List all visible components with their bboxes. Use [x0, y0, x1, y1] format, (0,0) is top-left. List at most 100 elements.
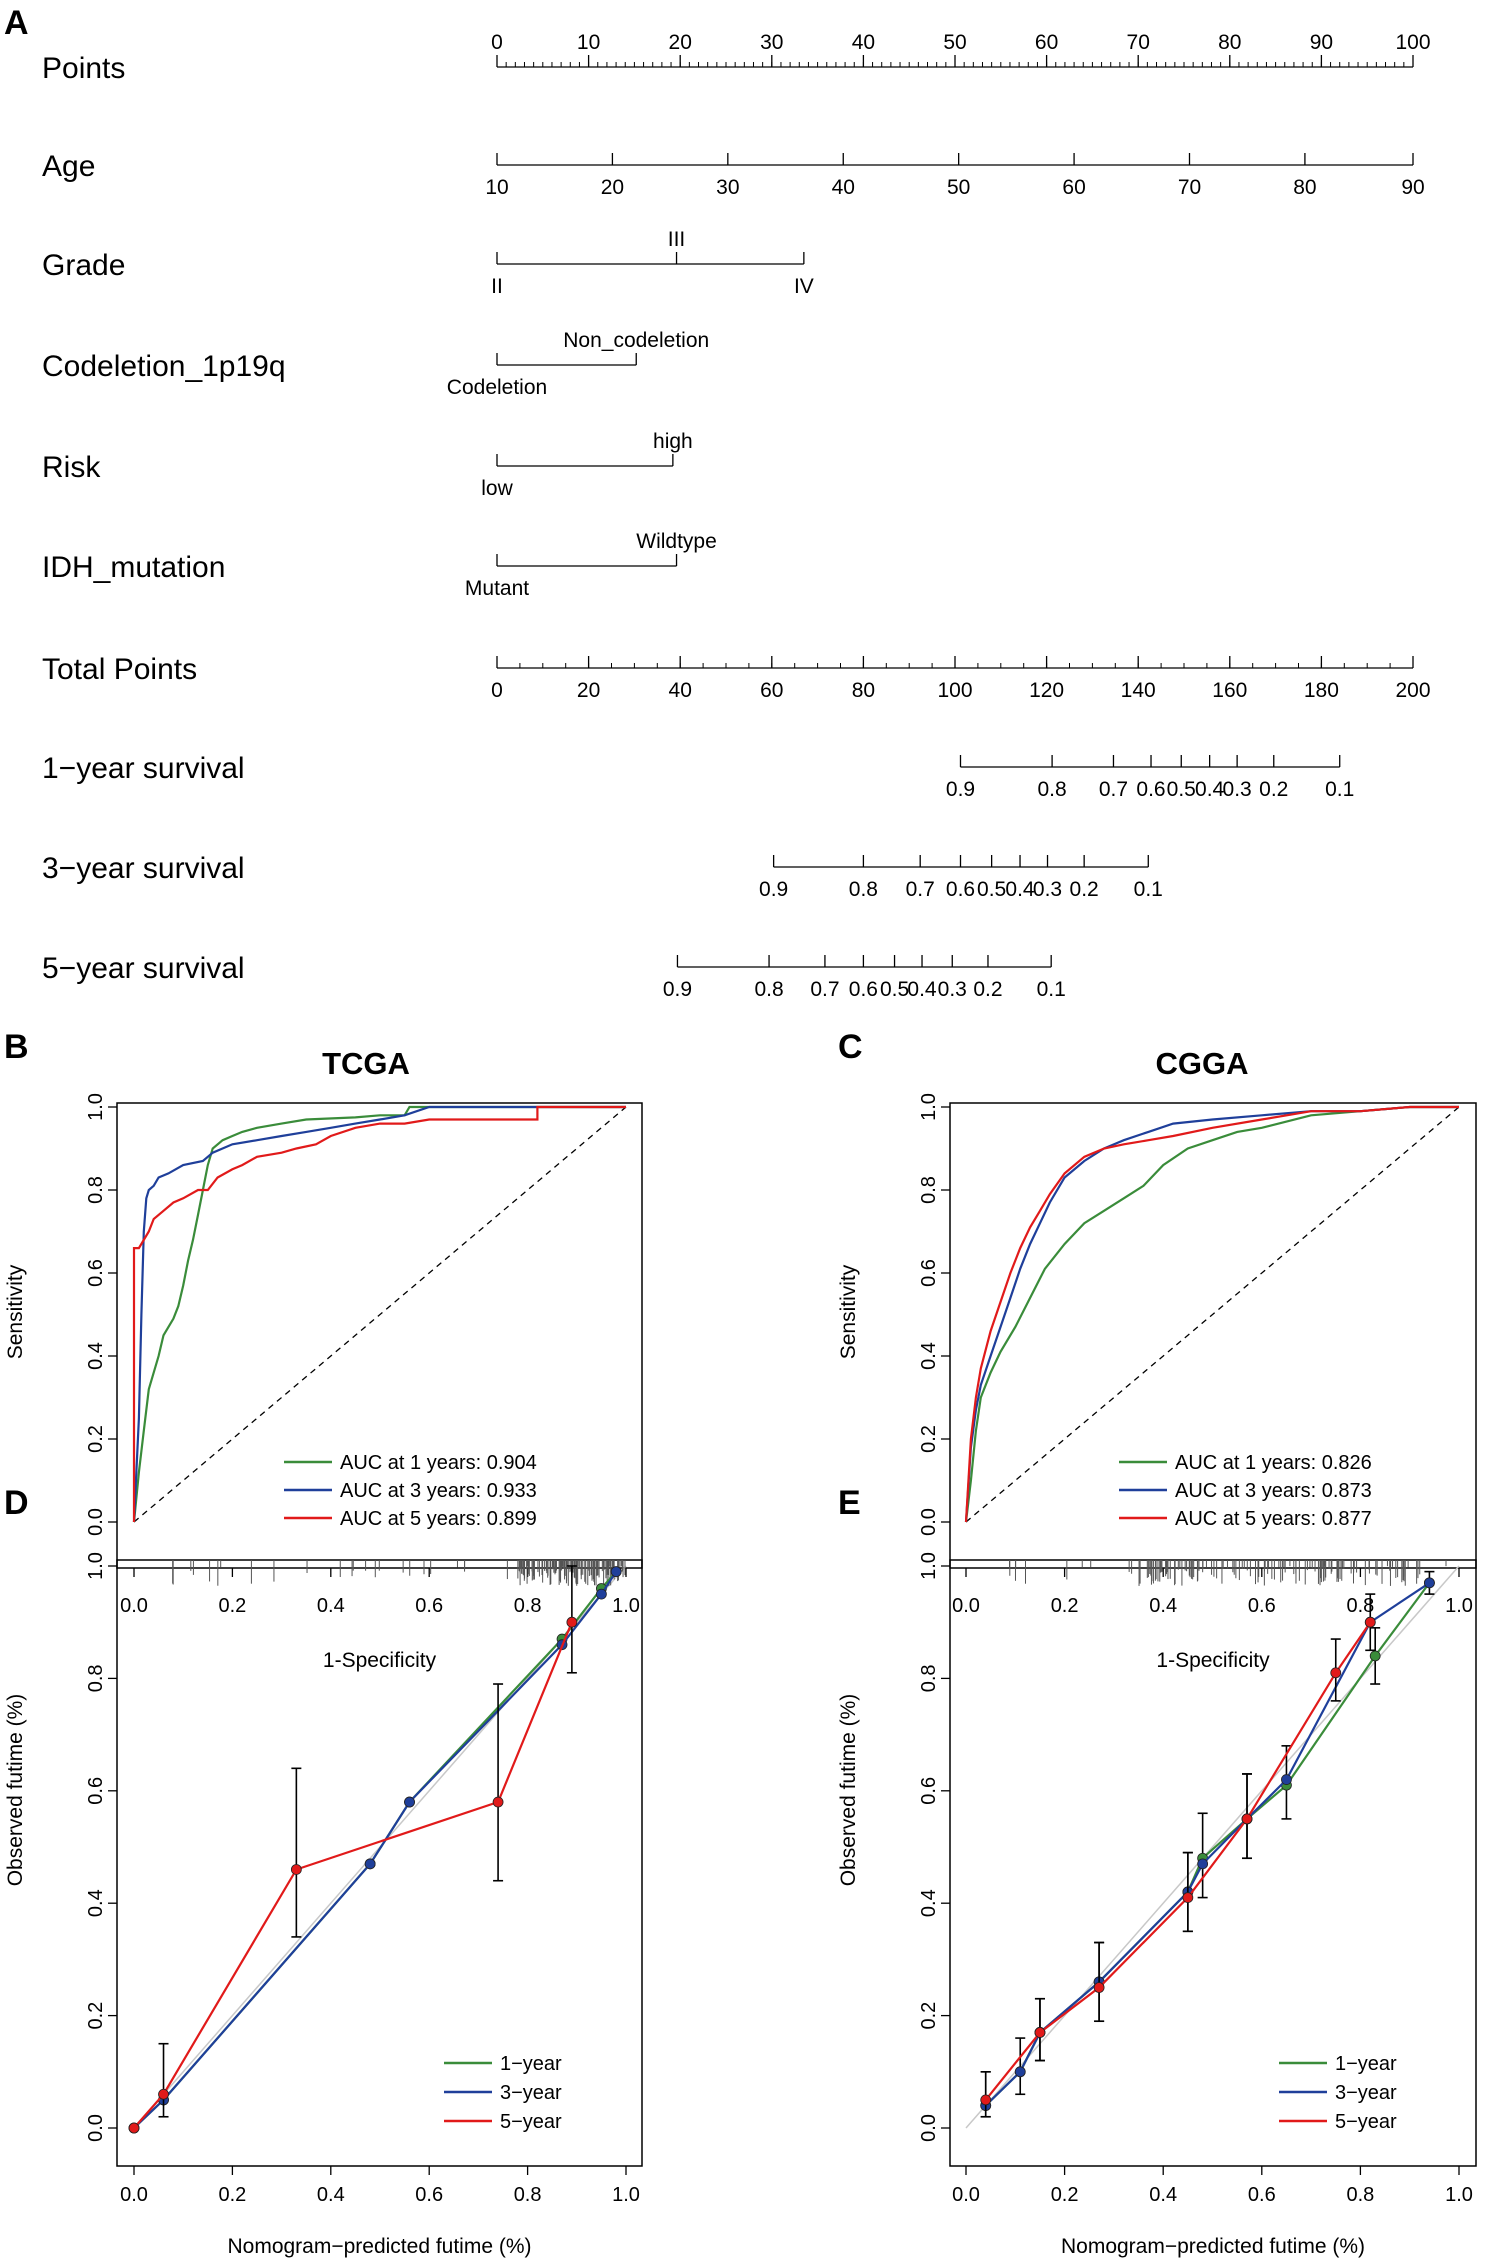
data-point-e-3 — [1034, 2027, 1046, 2038]
y-tick-label-d: 0.4 — [85, 1889, 107, 1917]
legend-label-c-1: AUC at 1 years: 0.826 — [1175, 1452, 1372, 1474]
nomogram-tick-label-surv1: 0.2 — [1259, 778, 1288, 801]
nomogram-tick-label-points: 80 — [1218, 31, 1241, 54]
nomogram-tick-label-surv1: 0.8 — [1037, 778, 1066, 801]
data-point-e-1 — [1369, 1650, 1381, 1662]
legend-label-e-2: 3−year — [1335, 2082, 1397, 2104]
nomogram-tick-label-points: 20 — [669, 31, 692, 54]
nomogram-tick-label-total: 120 — [1029, 679, 1064, 702]
x-tick-label-c: 0.2 — [1051, 1595, 1079, 1617]
plot-frame-e — [949, 1559, 1477, 2167]
x-tick-label-d: 0.0 — [120, 2184, 148, 2206]
legend-label-e-1: 1−year — [1335, 2053, 1397, 2075]
nomogram-tick-label-surv3: 0.7 — [906, 878, 935, 901]
data-point-e-3 — [1330, 1667, 1342, 1679]
series-line-b-1 — [132, 1105, 626, 1523]
x-tick-label-e: 1.0 — [1445, 2184, 1473, 2206]
x-tick-label-c: 0.8 — [1346, 1595, 1374, 1617]
chart-title-c: CGGA — [1156, 1046, 1249, 1081]
x-tick-label-d: 0.4 — [317, 2184, 345, 2206]
nomogram-tick-label-surv3: 0.8 — [849, 878, 878, 901]
data-point-e-3 — [1241, 1813, 1253, 1825]
nomogram-tick-label-age: 60 — [1062, 176, 1085, 199]
nomogram-tick-label-idh: Mutant — [465, 577, 529, 600]
y-tick-label-e: 0.8 — [918, 1664, 940, 1692]
legend-label-c-3: AUC at 5 years: 0.877 — [1175, 1508, 1372, 1530]
nomogram-tick-label-age: 30 — [716, 176, 739, 199]
x-tick-label-b: 0.6 — [415, 1595, 443, 1617]
y-tick-label-b: 0.8 — [85, 1176, 107, 1204]
nomogram-tick-label-age: 40 — [832, 176, 855, 199]
nomogram-tick-label-surv5: 0.4 — [907, 978, 937, 1001]
legend-label-b-3: AUC at 5 years: 0.899 — [340, 1508, 537, 1530]
legend-label-e-3: 5−year — [1335, 2111, 1397, 2133]
nomogram-tick-label-points: 50 — [943, 31, 966, 54]
nomogram-tick-label-surv5: 0.7 — [810, 978, 839, 1001]
nomogram-tick-label-total: 0 — [491, 679, 503, 702]
roc-chart-tcga: TCGA 0.0 0.2 0.4 0.6 0.8 1.0 0.0 0.2 0.4 0.6 0.8 1.0… — [4, 1046, 643, 1672]
data-point-e-3 — [1364, 1616, 1376, 1628]
nomogram-tick-label-risk: low — [481, 477, 513, 500]
nomogram-tick-label-surv5: 0.5 — [880, 978, 909, 1001]
data-point-d-3 — [128, 2122, 140, 2134]
y-tick-label-c: 0.4 — [918, 1342, 940, 1370]
nomogram-tick-label-total: 100 — [937, 679, 972, 702]
nomogram-tick-label-surv1: 0.1 — [1325, 778, 1354, 801]
data-point-d-2 — [404, 1796, 415, 1808]
panel-letter-e: E — [838, 1484, 861, 1522]
legend-label-d-3: 5−year — [500, 2111, 562, 2133]
nomogram-tick-label-total: 20 — [577, 679, 600, 702]
data-point-d-3 — [566, 1616, 578, 1628]
y-tick-label-e: 0.4 — [918, 1889, 940, 1917]
y-axis-title-e: Observed futime (%) — [837, 1694, 860, 1887]
nomogram-tick-label-surv1: 0.7 — [1099, 778, 1128, 801]
nomogram-tick-label-points: 0 — [491, 31, 503, 54]
nomogram-tick-label-grade: IV — [794, 275, 814, 298]
nomogram-tick-label-surv5: 0.2 — [973, 978, 1002, 1001]
nomogram-tick-label-grade: II — [491, 275, 503, 298]
nomogram-tick-label-total: 140 — [1121, 679, 1156, 702]
y-tick-label-b: 0.2 — [85, 1425, 107, 1453]
nomogram-tick-label-surv3: 0.6 — [946, 878, 975, 901]
legend-label-d-1: 1−year — [500, 2053, 562, 2075]
data-point-d-3 — [492, 1796, 504, 1808]
reference-diagonal-b — [133, 1106, 627, 1523]
x-tick-label-b: 1.0 — [612, 1595, 640, 1617]
y-tick-label-e: 1.0 — [918, 1552, 940, 1580]
legend-label-c-2: AUC at 3 years: 0.873 — [1175, 1480, 1372, 1502]
nomogram-tick-label-codeletion: Non_codeletion — [563, 329, 709, 352]
nomogram-label-surv5: 5−year survival — [42, 952, 245, 985]
nomogram-label-grade: Grade — [42, 249, 125, 282]
calibration-chart-cgga: 0.0 0.2 0.4 0.6 0.8 1.0 0.0 0.2 0.4 0.6 0.8 1.0 Nomo… — [837, 1552, 1477, 2258]
series-line-e-2 — [984, 1581, 1431, 2107]
nomogram-tick-label-surv5: 0.6 — [849, 978, 878, 1001]
y-tick-label-d: 1.0 — [85, 1552, 107, 1580]
nomogram-label-surv3: 3−year survival — [42, 852, 245, 885]
series-line-c-3 — [964, 1105, 1459, 1523]
nomogram-tick-label-total: 180 — [1304, 679, 1339, 702]
x-tick-label-c: 0.4 — [1149, 1595, 1177, 1617]
nomogram-tick-label-age: 20 — [601, 176, 624, 199]
y-tick-label-d: 0.0 — [85, 2114, 107, 2142]
nomogram-tick-label-points: 100 — [1395, 31, 1430, 54]
nomogram-tick-label-idh: Wildtype — [636, 530, 717, 553]
y-tick-label-d: 0.6 — [85, 1777, 107, 1805]
data-point-e-2 — [1424, 1577, 1435, 1589]
nomogram-tick-label-surv3: 0.9 — [759, 878, 788, 901]
x-tick-label-e: 0.6 — [1248, 2184, 1276, 2206]
y-tick-label-c: 0.2 — [918, 1425, 940, 1453]
y-tick-label-e: 0.2 — [918, 2002, 940, 2030]
x-tick-label-d: 0.8 — [514, 2184, 542, 2206]
nomogram-tick-label-age: 90 — [1401, 176, 1424, 199]
data-point-d-2 — [610, 1566, 622, 1578]
nomogram-tick-label-surv5: 0.8 — [754, 978, 783, 1001]
y-tick-label-b: 0.4 — [85, 1342, 107, 1370]
nomogram-label-total: Total Points — [42, 653, 197, 686]
nomogram-tick-label-risk: high — [653, 430, 693, 453]
nomogram-label-age: Age — [42, 150, 95, 183]
data-point-e-3 — [1182, 1892, 1194, 1903]
y-tick-label-e: 0.0 — [918, 2114, 940, 2142]
x-axis-title-e: Nomogram−predicted futime (%) — [1061, 2235, 1365, 2258]
data-point-e-2 — [1281, 1774, 1292, 1785]
legend-label-b-1: AUC at 1 years: 0.904 — [340, 1452, 537, 1474]
